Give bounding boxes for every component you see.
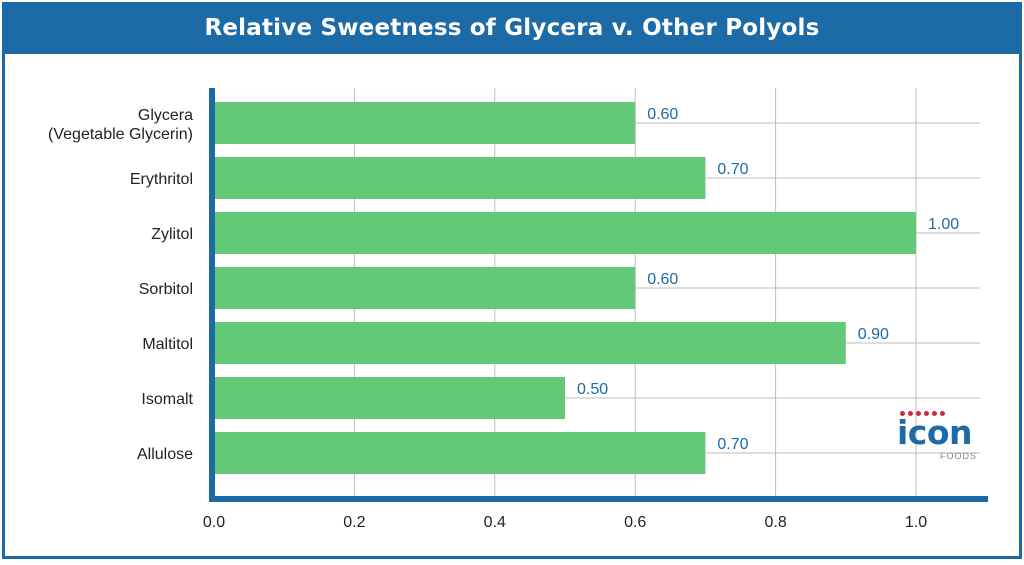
bar — [214, 322, 846, 364]
x-tick-label: 0.8 — [764, 514, 786, 531]
value-label: 0.70 — [717, 436, 748, 453]
x-tick-label: 0.6 — [624, 514, 646, 531]
category-label: Glycera — [138, 107, 193, 124]
x-tick-label: 0.4 — [484, 514, 506, 531]
bar — [214, 212, 916, 254]
value-label: 1.00 — [928, 216, 959, 233]
icon-foods-logo: icon FOODS — [897, 411, 992, 463]
value-label: 0.70 — [717, 161, 748, 178]
category-label: Allulose — [137, 446, 193, 463]
bar — [214, 267, 636, 309]
category-label: Isomalt — [141, 391, 193, 408]
x-tick-label: 1.0 — [905, 514, 927, 531]
value-label: 0.50 — [577, 381, 608, 398]
x-tick-label: 0.2 — [343, 514, 365, 531]
bar — [214, 377, 565, 419]
logo-dots — [900, 411, 945, 416]
category-label: Erythritol — [130, 171, 193, 188]
x-axis-line — [209, 496, 988, 502]
bar — [214, 102, 636, 144]
x-tick-label: 0.0 — [203, 514, 225, 531]
chart-title: Relative Sweetness of Glycera v. Other P… — [204, 15, 820, 41]
value-label: 0.90 — [858, 326, 889, 343]
chart-panel — [2, 54, 1022, 559]
category-label: Sorbitol — [139, 281, 193, 298]
logo-wordmark: icon — [897, 413, 973, 452]
bar — [214, 157, 706, 199]
category-label: (Vegetable Glycerin) — [48, 126, 193, 143]
category-label: Maltitol — [142, 336, 193, 353]
category-label: Zylitol — [151, 226, 193, 243]
logo-subtitle: FOODS — [940, 451, 978, 461]
y-axis-line — [209, 88, 215, 502]
value-label: 0.60 — [647, 271, 678, 288]
title-bar: Relative Sweetness of Glycera v. Other P… — [2, 2, 1022, 54]
bar — [214, 432, 706, 474]
value-label: 0.60 — [647, 106, 678, 123]
